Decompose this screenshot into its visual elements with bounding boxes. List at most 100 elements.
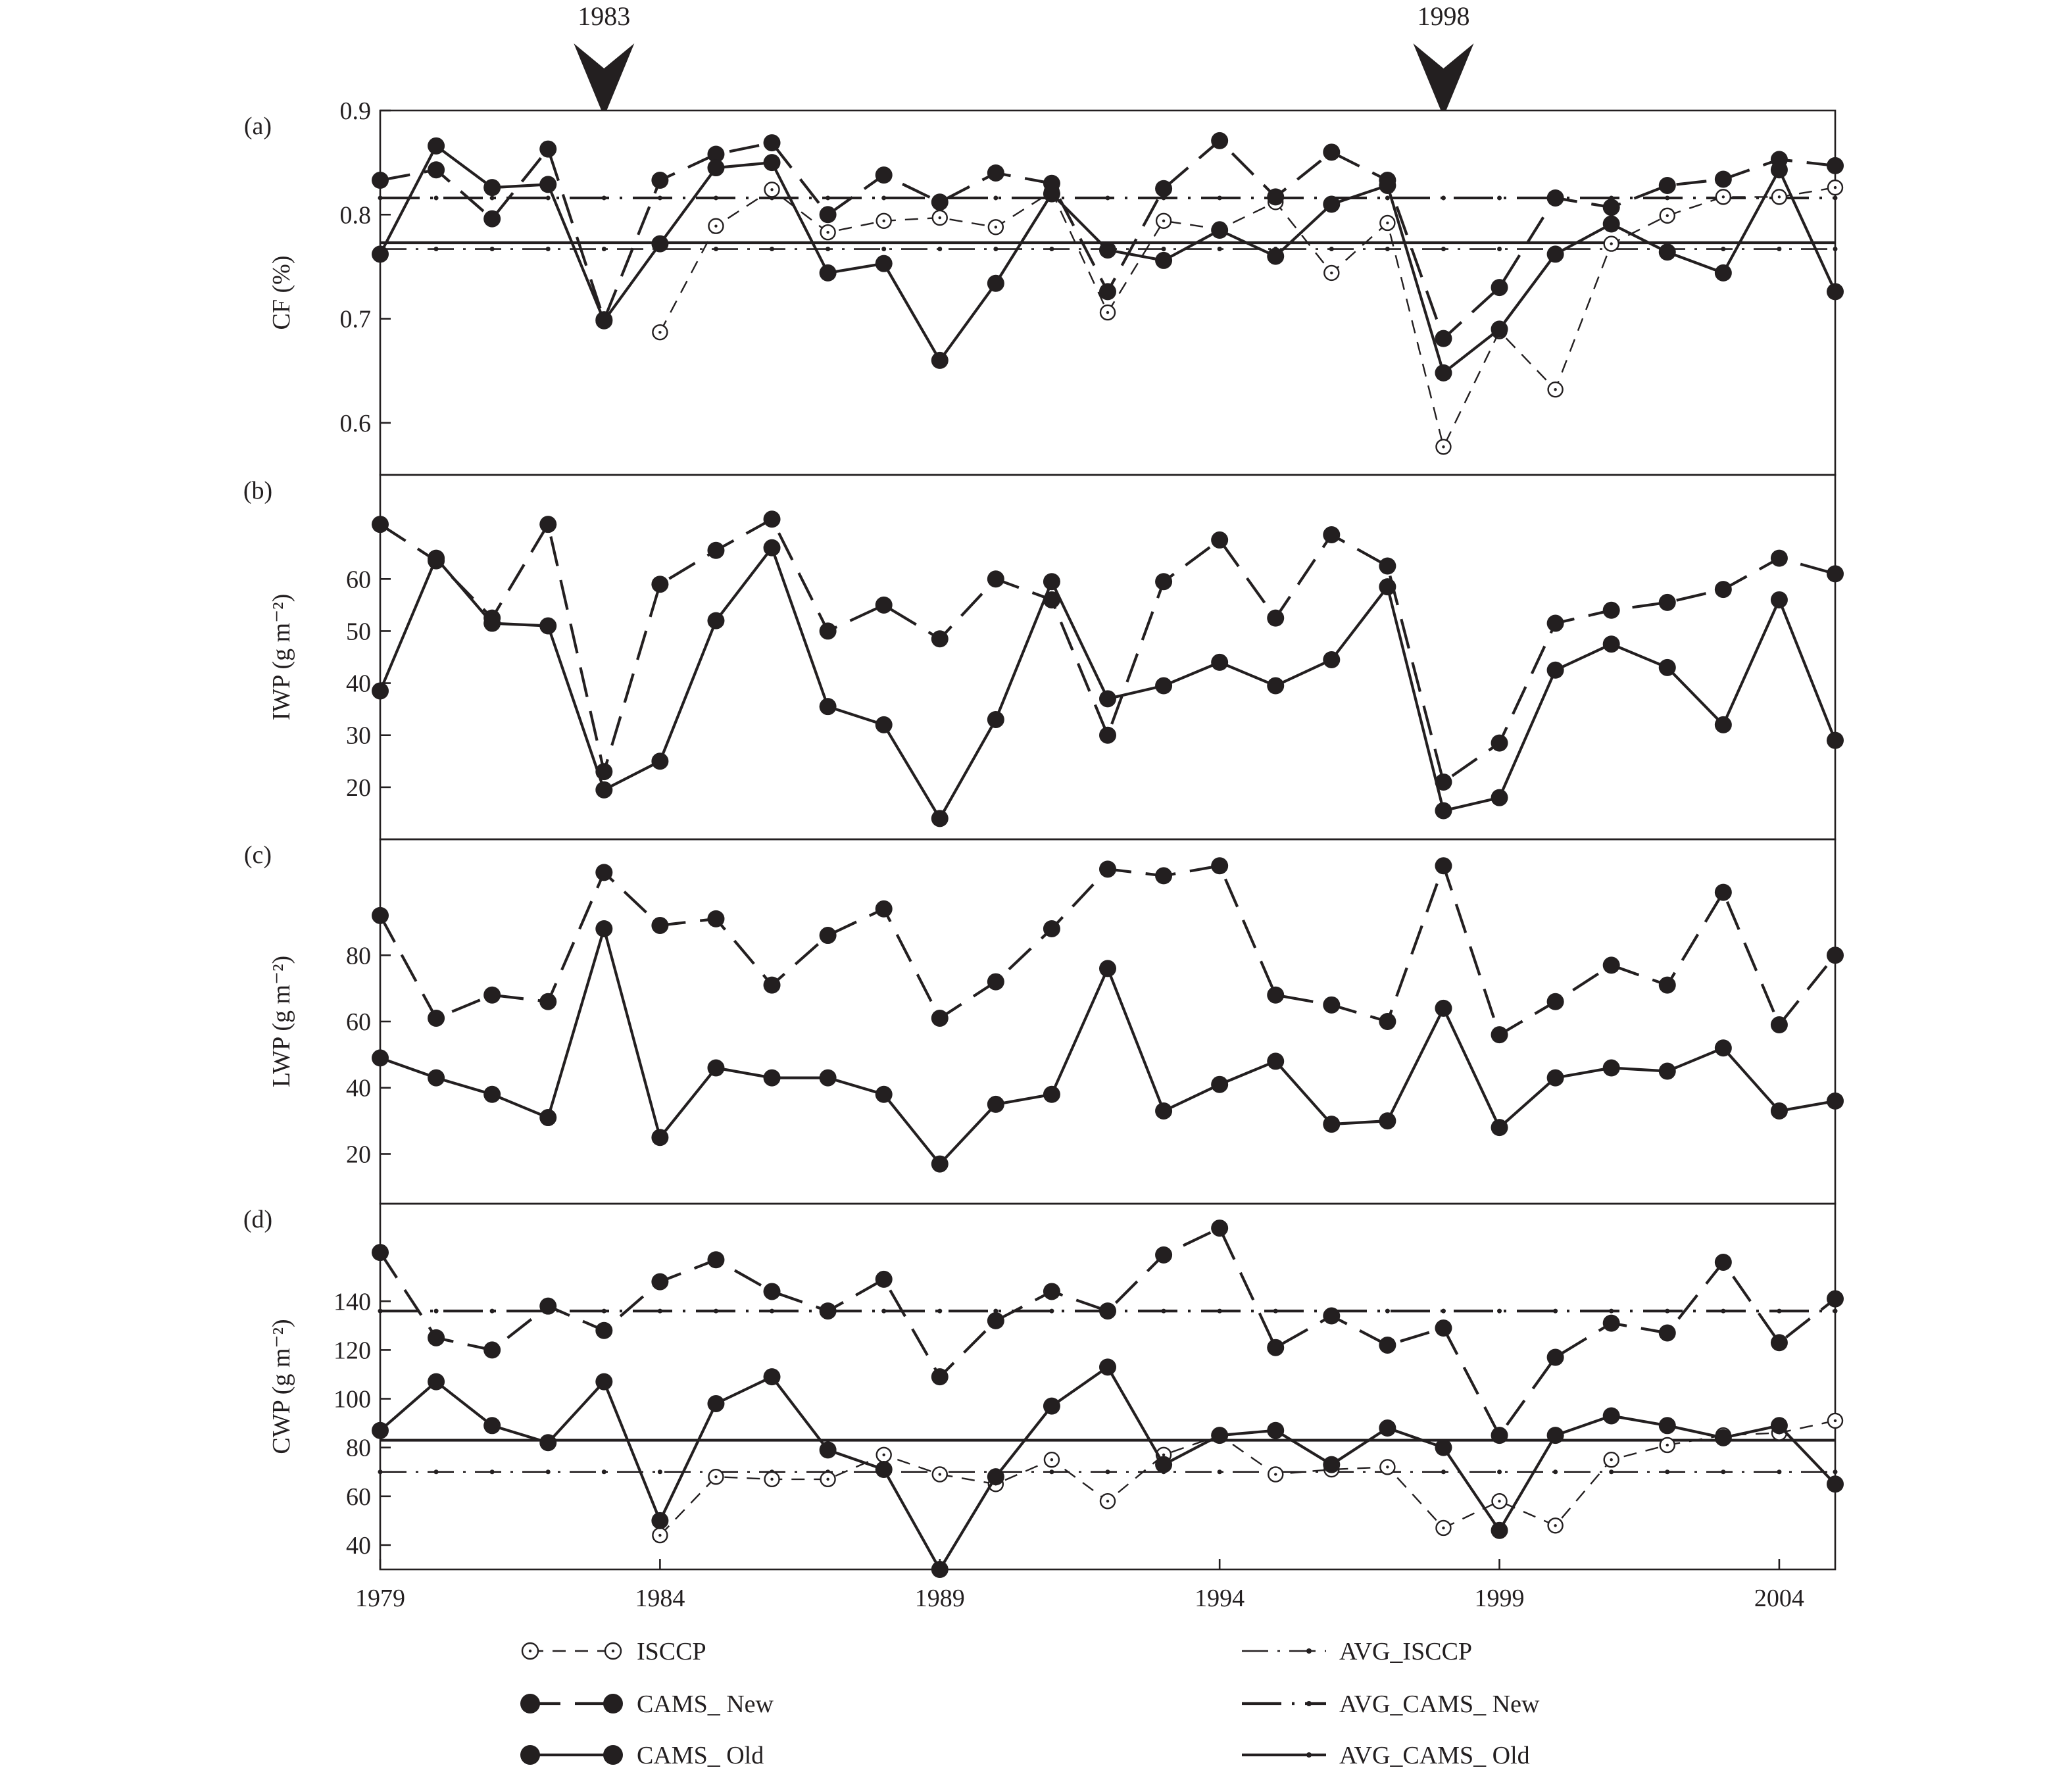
avg-dot (657, 1308, 662, 1314)
data-point-center (714, 1475, 718, 1479)
legend: ISCCP CAMS_ New CAMS_ Old AVG_ISCCP AVG_CAMS… (520, 1638, 1540, 1769)
data-point (875, 1461, 893, 1479)
data-point (1099, 690, 1116, 708)
y-tick-label: 60 (346, 1483, 371, 1511)
avg-dot (1217, 195, 1222, 201)
avg-dot (713, 195, 718, 201)
data-point (372, 516, 389, 533)
series-cams-old (372, 920, 1844, 1173)
event-arrow-icon (574, 43, 635, 111)
avg-dot (1161, 1308, 1166, 1314)
series-cams-new (372, 510, 1844, 791)
avg-dot (545, 247, 551, 252)
data-point (428, 1329, 445, 1346)
avg-dot (1049, 1469, 1054, 1475)
data-point (595, 1321, 613, 1339)
avg-dot (657, 1469, 662, 1475)
data-point (1546, 189, 1564, 207)
data-point (1714, 581, 1732, 599)
data-point (1267, 1339, 1285, 1356)
y-tick-label: 0.9 (340, 97, 372, 125)
avg-dot (937, 247, 943, 252)
legend-label: ISCCP (637, 1638, 706, 1665)
data-point (595, 1373, 613, 1391)
data-point (428, 1009, 445, 1027)
data-point (1827, 1092, 1844, 1110)
data-point (428, 161, 445, 179)
data-point-center (1777, 195, 1781, 199)
avg-dot (489, 195, 495, 201)
data-point (372, 1049, 389, 1067)
data-point (931, 193, 949, 211)
data-point (483, 986, 501, 1004)
y-tick-label: 100 (333, 1386, 371, 1414)
y-tick-label: 0.6 (340, 410, 372, 437)
data-point (651, 172, 669, 189)
data-point (539, 1434, 557, 1452)
data-point (1155, 867, 1173, 885)
data-point (1602, 635, 1620, 653)
data-point (1770, 1016, 1788, 1034)
data-point (1211, 1427, 1229, 1444)
legend-item-cams-new: CAMS_ New (520, 1690, 774, 1718)
avg-dot (1385, 247, 1390, 252)
avg-dot (1217, 1308, 1222, 1314)
data-point-center (1050, 1458, 1054, 1462)
y-axis-label: LWP (g m⁻²) (268, 956, 295, 1087)
x-tick-label: 2004 (1754, 1585, 1804, 1612)
data-point (1770, 1102, 1788, 1120)
data-point (1155, 251, 1173, 269)
y-tick-label: 60 (346, 566, 371, 593)
avg-dot (1441, 195, 1446, 201)
avg-dot (601, 247, 606, 252)
data-point (1546, 661, 1564, 679)
data-point (1546, 1069, 1564, 1087)
avg-dot (1721, 1469, 1726, 1475)
data-point (707, 1394, 725, 1412)
avg-dot (881, 247, 887, 252)
avg-dot (937, 1308, 943, 1314)
data-point (707, 910, 725, 927)
event-arrow-icon (1413, 43, 1474, 111)
x-tick-label: 1984 (635, 1585, 685, 1612)
avg-dot (545, 195, 551, 201)
avg-dot (1497, 1308, 1502, 1314)
series-line (379, 518, 1836, 783)
data-point (987, 710, 1004, 728)
data-point (595, 781, 613, 799)
data-point (987, 973, 1004, 991)
data-point (483, 210, 501, 228)
data-point (1714, 1429, 1732, 1446)
avg-dot (1609, 1469, 1614, 1475)
data-point (372, 245, 389, 263)
data-point-center (770, 188, 774, 191)
data-point (707, 145, 725, 163)
data-point (1714, 1039, 1732, 1057)
data-point (1211, 857, 1229, 875)
data-point (1714, 1253, 1732, 1271)
data-point (1602, 1314, 1620, 1332)
data-point (651, 752, 669, 770)
data-point (1379, 1013, 1396, 1030)
data-point (1099, 283, 1116, 301)
data-point (428, 1373, 445, 1391)
data-point (651, 235, 669, 253)
avg-dot (1609, 1308, 1614, 1314)
avg-dot (1833, 1308, 1838, 1314)
legend-swatch-marker (603, 1745, 623, 1765)
data-point (539, 1297, 557, 1315)
avg-dot (489, 247, 495, 252)
avg-dot (1441, 1308, 1446, 1314)
series-cams-old (372, 137, 1844, 382)
data-point (539, 617, 557, 635)
data-point (875, 1270, 893, 1288)
panel-c: 20 40 60 80 (c) LWP (g m⁻²) (244, 838, 1844, 1205)
legend-swatch-dot (1306, 1648, 1312, 1654)
data-point (539, 140, 557, 158)
avg-dot (1777, 1308, 1782, 1314)
data-point (1491, 1521, 1508, 1539)
series-cams-old (372, 1358, 1844, 1578)
y-tick-label: 0.8 (340, 201, 372, 229)
data-point (1714, 716, 1732, 733)
data-point (595, 312, 613, 330)
